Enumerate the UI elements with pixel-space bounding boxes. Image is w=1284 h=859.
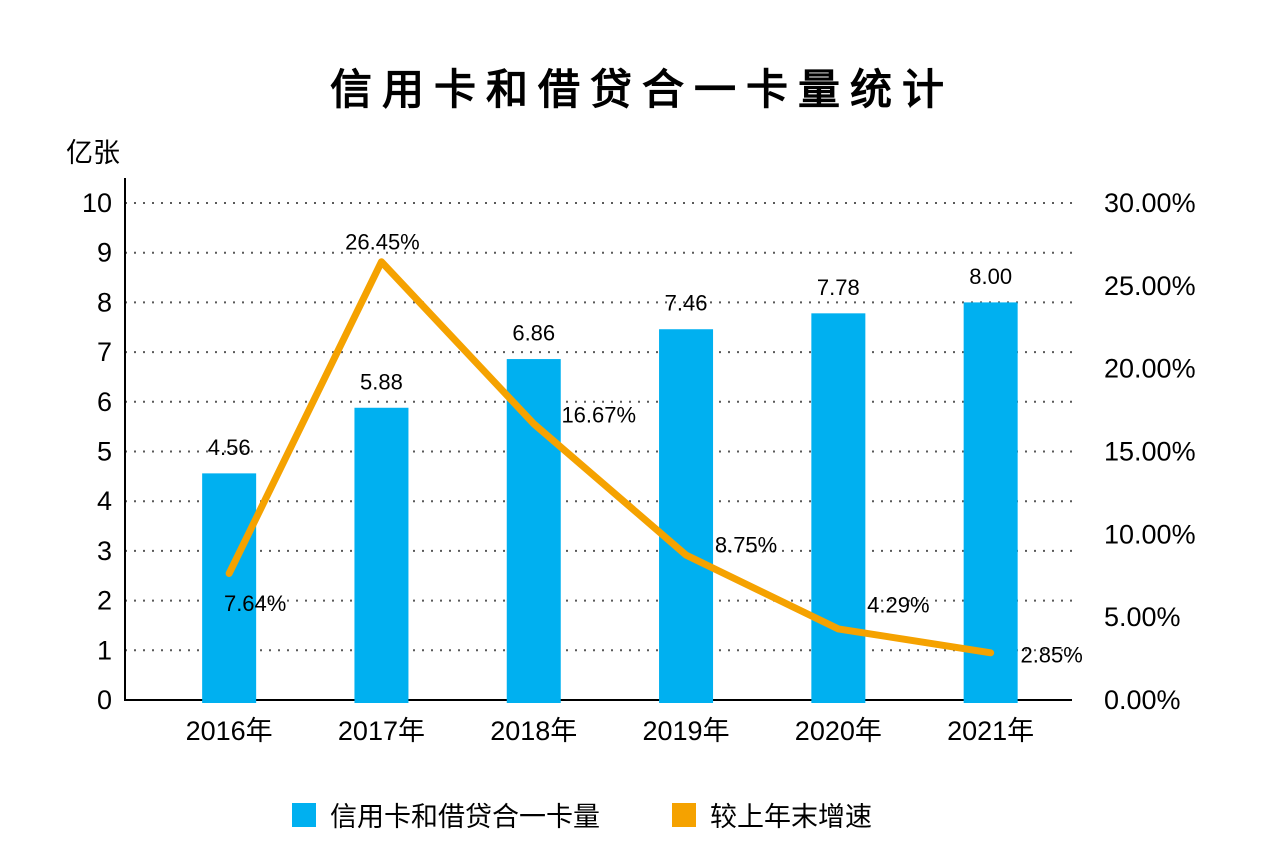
bar-value-label: 5.88 — [360, 369, 403, 394]
chart-title: 信用卡和借贷合一卡量统计 — [329, 66, 954, 113]
legend-item-cards: 信用卡和借贷合一卡量 — [292, 795, 600, 834]
bar-value-label: 8.00 — [969, 264, 1012, 289]
line-series-swatch-icon — [672, 802, 696, 827]
bar-2021年 — [963, 302, 1018, 703]
legend-item-growth: 较上年末增速 — [672, 795, 872, 834]
bar-2016年 — [202, 473, 257, 703]
left-axis-tick-label: 7 — [97, 337, 112, 367]
bar-2018年 — [506, 359, 561, 703]
right-axis-tick-label: 10.00% — [1104, 519, 1196, 549]
bar-2019年 — [659, 329, 714, 703]
right-axis-tick-label: 0.00% — [1104, 685, 1181, 715]
line-value-label: 16.67% — [561, 402, 636, 427]
x-axis-category-label: 2020年 — [795, 716, 882, 746]
bar-value-label: 7.46 — [665, 291, 708, 316]
right-axis-tick-label: 30.00% — [1104, 188, 1196, 218]
left-axis-tick-label: 9 — [97, 238, 112, 268]
left-axis-tick-label: 4 — [97, 486, 112, 516]
left-axis-tick-label: 8 — [97, 287, 112, 317]
bar-2017年 — [354, 407, 409, 703]
left-axis-tick-label: 3 — [97, 536, 112, 566]
left-axis-unit-label: 亿张 — [66, 138, 120, 168]
legend-label-growth: 较上年末增速 — [710, 802, 872, 832]
x-axis-category-label: 2021年 — [947, 716, 1034, 746]
legend-label-cards: 信用卡和借贷合一卡量 — [330, 802, 600, 832]
left-axis-tick-label: 5 — [97, 437, 112, 467]
left-axis-tick-label: 6 — [97, 387, 112, 417]
legend: 信用卡和借贷合一卡量 较上年末增速 — [0, 795, 1224, 834]
line-value-label: 8.75% — [715, 533, 777, 558]
right-axis-tick-label: 5.00% — [1104, 602, 1181, 632]
right-axis-tick-label: 25.00% — [1104, 271, 1196, 301]
left-axis-tick-label: 2 — [97, 586, 112, 616]
left-axis-tick-label: 0 — [97, 685, 112, 715]
left-axis-tick-label: 1 — [97, 635, 112, 665]
line-value-label: 4.29% — [867, 592, 929, 617]
x-axis-category-label: 2018年 — [490, 716, 577, 746]
right-axis-tick-label: 20.00% — [1104, 354, 1196, 384]
bar-value-label: 6.86 — [512, 321, 555, 346]
bar-2020年 — [811, 313, 866, 703]
bar-value-label: 4.56 — [208, 435, 251, 460]
x-axis-category-label: 2017年 — [338, 716, 425, 746]
bar-value-label: 7.78 — [817, 275, 860, 300]
right-axis-tick-label: 15.00% — [1104, 437, 1196, 467]
line-value-label: 7.64% — [224, 591, 286, 616]
left-axis-tick-label: 10 — [82, 188, 112, 218]
growth-line — [225, 258, 995, 657]
x-axis-category-label: 2016年 — [186, 716, 273, 746]
line-value-label: 26.45% — [345, 229, 420, 254]
line-value-label: 2.85% — [1020, 642, 1082, 667]
bar-series-swatch-icon — [292, 802, 316, 827]
x-axis-category-label: 2019年 — [643, 716, 730, 746]
